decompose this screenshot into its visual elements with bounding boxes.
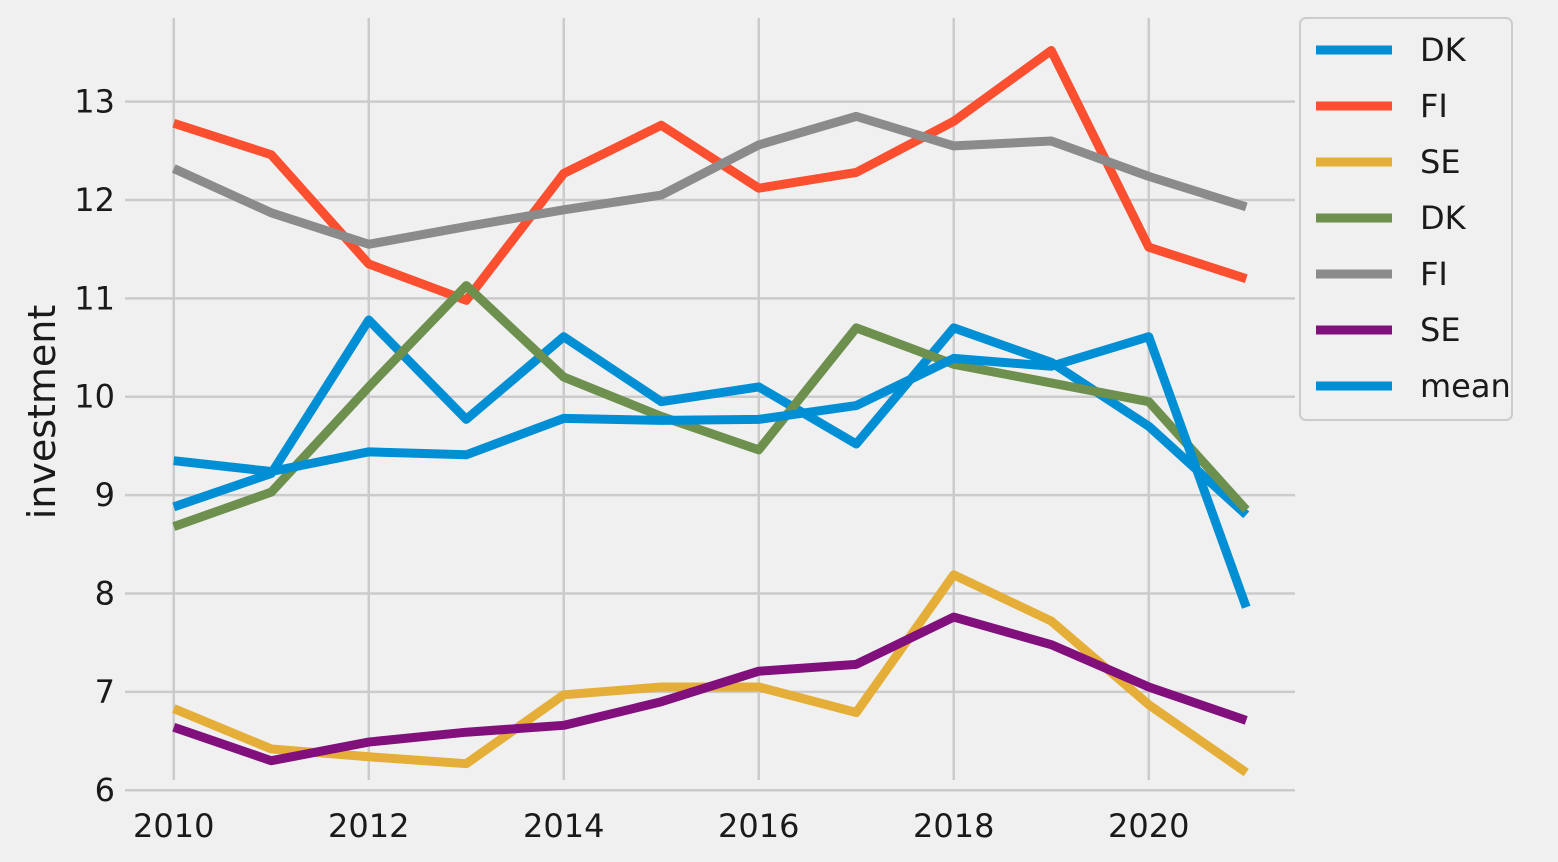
x-tick-label: 2014 (523, 807, 604, 845)
legend-box (1299, 17, 1513, 421)
legend-entry: DK (1420, 31, 1467, 69)
y-tick-label: 6 (95, 771, 115, 809)
x-tick-label: 2010 (133, 807, 214, 845)
series-line-dk-0 (172, 315, 1250, 519)
x-tick-label: 2018 (913, 807, 994, 845)
legend-entry: SE (1420, 143, 1461, 181)
series-line-se-5 (172, 612, 1248, 766)
series-line-fi-1 (172, 45, 1248, 305)
series-line-dk-3 (172, 281, 1250, 531)
series-line-mean-6 (173, 332, 1251, 609)
series-lines (171, 45, 1251, 777)
y-axis-label: investment (20, 305, 64, 520)
legend-entry: FI (1420, 255, 1448, 293)
y-tick-label: 8 (95, 574, 115, 612)
y-tick-label: 11 (74, 279, 115, 317)
grid (125, 18, 1295, 792)
y-tick-label: 12 (74, 181, 115, 219)
legend-entry: SE (1420, 311, 1461, 349)
x-tick-label: 2020 (1108, 807, 1189, 845)
tick-labels: 6 7 8 9 10 11 12 13 2010 2012 2014 2016 2018 2020 (74, 83, 1189, 845)
legend-entry: DK (1420, 199, 1467, 237)
y-tick-label: 7 (95, 673, 115, 711)
x-tick-label: 2012 (328, 807, 409, 845)
y-tick-label: 13 (74, 83, 115, 121)
legend: DK FI SE DK FI SE mean (1299, 17, 1513, 421)
legend-entry: mean (1420, 367, 1511, 405)
y-tick-label: 10 (74, 378, 115, 416)
legend-entry: FI (1420, 87, 1448, 125)
x-tick-label: 2016 (718, 807, 799, 845)
y-tick-label: 9 (95, 476, 115, 514)
series-line-fi-4 (171, 111, 1248, 249)
